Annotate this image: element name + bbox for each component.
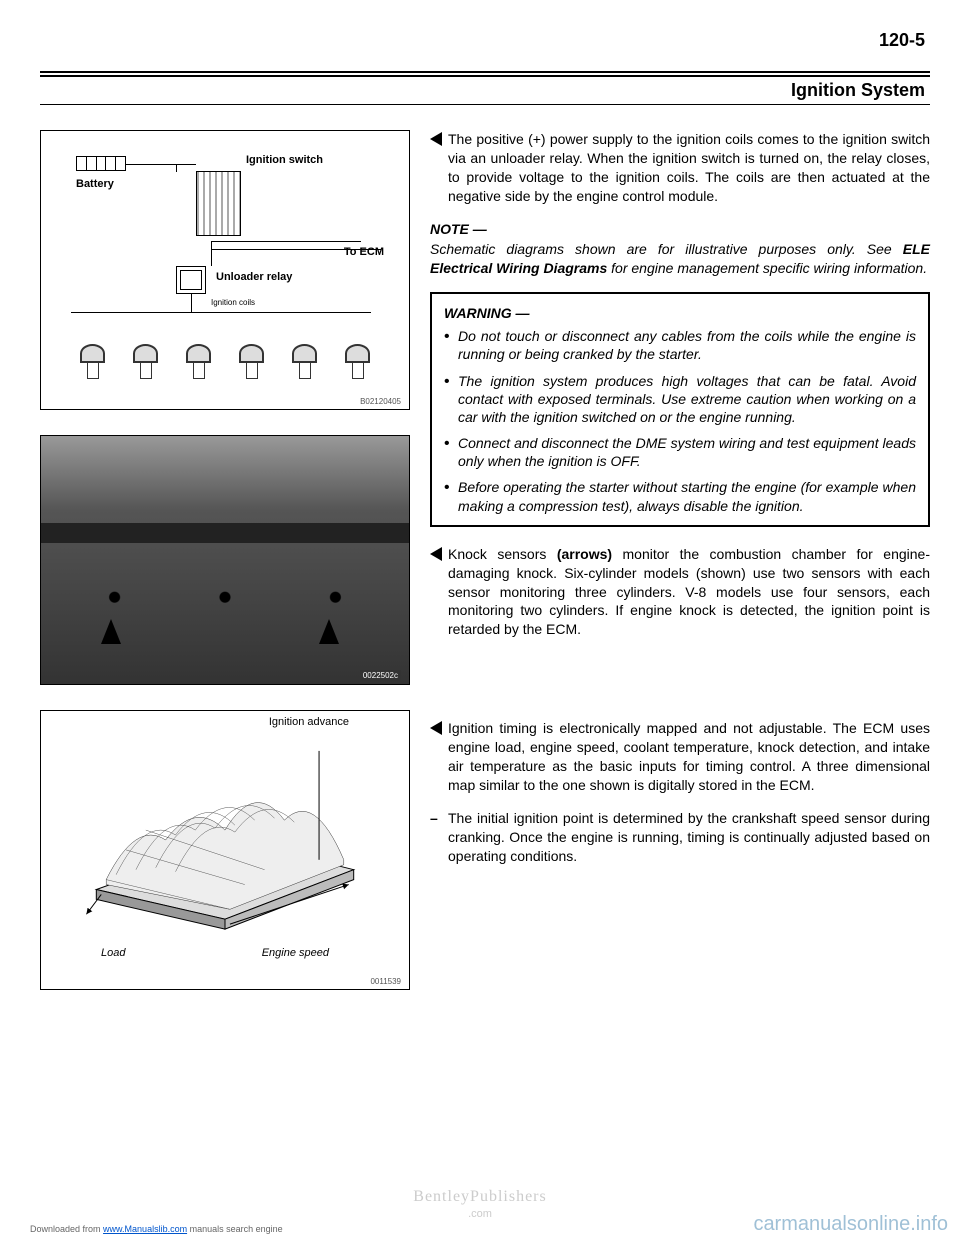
paragraph-initial-point: – The initial ignition point is determin… bbox=[430, 809, 930, 866]
text-bold: (arrows) bbox=[557, 546, 612, 562]
ignition-coil-icon bbox=[181, 344, 216, 379]
note-text-a: Schematic diagrams shown are for illustr… bbox=[430, 241, 903, 257]
paragraph-power-supply: The positive (+) power supply to the ign… bbox=[430, 130, 930, 206]
wire bbox=[176, 164, 177, 172]
label-ignition-switch: Ignition switch bbox=[246, 154, 323, 166]
header-bar: Ignition System bbox=[40, 75, 930, 105]
note-block: NOTE — Schematic diagrams shown are for … bbox=[430, 220, 930, 279]
triangle-icon bbox=[430, 547, 442, 561]
wire bbox=[211, 241, 361, 242]
warning-item: Before operating the starter without sta… bbox=[444, 478, 916, 514]
warning-box: WARNING — Do not touch or disconnect any… bbox=[430, 292, 930, 527]
note-heading: NOTE — bbox=[430, 220, 930, 239]
warning-item: The ignition system produces high voltag… bbox=[444, 372, 916, 427]
dl-a: Downloaded from bbox=[30, 1224, 103, 1234]
photo-bar bbox=[41, 523, 409, 543]
warning-item: Do not touch or disconnect any cables fr… bbox=[444, 327, 916, 363]
warning-heading: WARNING — bbox=[444, 304, 916, 323]
figure-id: B02120405 bbox=[360, 397, 401, 406]
figure-id: 0011539 bbox=[370, 977, 401, 986]
figure-knock-sensors-photo: 0022502c bbox=[40, 435, 410, 685]
paragraph-knock-sensors: Knock sensors (arrows) monitor the combu… bbox=[430, 545, 930, 639]
watermark: carmanualsonline.info bbox=[753, 1213, 948, 1236]
footer-publisher: BentleyPublishers bbox=[30, 1188, 930, 1206]
wire bbox=[211, 241, 212, 266]
figure-id: 0022502c bbox=[360, 670, 401, 681]
wire bbox=[71, 312, 371, 313]
schematic-drawing: Battery Ignition switch To ECM Unloader … bbox=[56, 146, 394, 394]
manualslib-link[interactable]: www.Manualslib.com bbox=[103, 1224, 187, 1234]
unloader-relay-icon bbox=[176, 266, 206, 294]
ignition-coil-icon bbox=[128, 344, 163, 379]
header-title: Ignition System bbox=[791, 80, 925, 100]
text-column: The positive (+) power supply to the ign… bbox=[430, 130, 930, 1015]
figures-column: Battery Ignition switch To ECM Unloader … bbox=[40, 130, 410, 1015]
engine-photo bbox=[41, 436, 409, 684]
top-rule bbox=[40, 71, 930, 73]
wire bbox=[126, 164, 196, 165]
ignition-coil-icon bbox=[287, 344, 322, 379]
label-unloader-relay: Unloader relay bbox=[216, 271, 292, 283]
label-load: Load bbox=[101, 947, 125, 959]
triangle-icon bbox=[430, 721, 442, 735]
label-ignition-advance: Ignition advance bbox=[269, 716, 349, 728]
ignition-coil-icon bbox=[75, 344, 110, 379]
triangle-icon bbox=[430, 132, 442, 146]
figure-ignition-map: Ignition advance bbox=[40, 710, 410, 990]
dash-icon: – bbox=[430, 809, 442, 866]
label-battery: Battery bbox=[76, 178, 114, 190]
note-text: Schematic diagrams shown are for illustr… bbox=[430, 240, 930, 278]
paragraph-text: The positive (+) power supply to the ign… bbox=[448, 130, 930, 206]
map-svg bbox=[71, 741, 379, 939]
ignition-coil-icon bbox=[340, 344, 375, 379]
figure-ignition-schematic: Battery Ignition switch To ECM Unloader … bbox=[40, 130, 410, 410]
paragraph-timing-map: Ignition timing is electronically mapped… bbox=[430, 719, 930, 795]
ignition-switch-icon bbox=[196, 171, 241, 236]
content-columns: Battery Ignition switch To ECM Unloader … bbox=[40, 130, 930, 1015]
wire bbox=[191, 294, 192, 312]
warning-item: Connect and disconnect the DME system wi… bbox=[444, 434, 916, 470]
arrow-icon bbox=[319, 619, 339, 644]
wire bbox=[211, 249, 381, 250]
label-to-ecm: To ECM bbox=[344, 246, 384, 258]
label-engine-speed: Engine speed bbox=[262, 947, 329, 959]
dl-b: manuals search engine bbox=[187, 1224, 283, 1234]
coil-row bbox=[66, 344, 384, 379]
note-text-b: for engine management specific wiring in… bbox=[607, 260, 927, 276]
battery-icon bbox=[76, 156, 126, 171]
text-a: Knock sensors bbox=[448, 546, 557, 562]
paragraph-text: Knock sensors (arrows) monitor the combu… bbox=[448, 545, 930, 639]
arrow-icon bbox=[101, 619, 121, 644]
paragraph-text: The initial ignition point is determined… bbox=[448, 809, 930, 866]
warning-list: Do not touch or disconnect any cables fr… bbox=[444, 327, 916, 515]
label-ignition-coils: Ignition coils bbox=[211, 298, 255, 307]
ignition-coil-icon bbox=[234, 344, 269, 379]
page-number: 120-5 bbox=[40, 30, 930, 51]
paragraph-text: Ignition timing is electronically mapped… bbox=[448, 719, 930, 795]
page-container: 120-5 Ignition System Battery Ignition s… bbox=[0, 0, 960, 1242]
map-3d-surface bbox=[71, 741, 379, 939]
